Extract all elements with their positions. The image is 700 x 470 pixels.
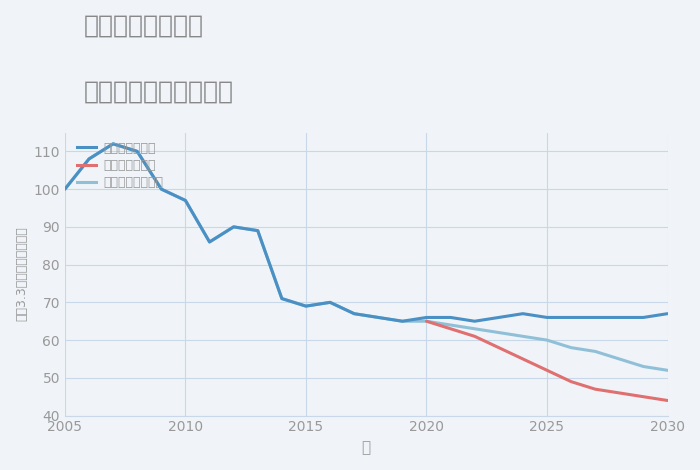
- ノーマルシナリオ: [109, 141, 118, 147]
- ノーマルシナリオ: [567, 345, 575, 351]
- バッドシナリオ: [422, 318, 430, 324]
- グッドシナリオ: [61, 186, 69, 192]
- ノーマルシナリオ: [447, 322, 455, 328]
- Text: 中古戸建ての価格推移: 中古戸建ての価格推移: [84, 80, 234, 104]
- グッドシナリオ: [350, 311, 358, 316]
- ノーマルシナリオ: [374, 314, 382, 320]
- グッドシナリオ: [109, 141, 118, 147]
- Line: グッドシナリオ: グッドシナリオ: [65, 144, 668, 321]
- バッドシナリオ: [495, 345, 503, 351]
- ノーマルシナリオ: [350, 311, 358, 316]
- グッドシナリオ: [157, 186, 165, 192]
- X-axis label: 年: 年: [362, 440, 371, 455]
- Line: ノーマルシナリオ: ノーマルシナリオ: [65, 144, 668, 370]
- バッドシナリオ: [615, 390, 624, 396]
- ノーマルシナリオ: [615, 356, 624, 362]
- グッドシナリオ: [398, 318, 407, 324]
- グッドシナリオ: [591, 314, 599, 320]
- ノーマルシナリオ: [542, 337, 551, 343]
- ノーマルシナリオ: [181, 197, 190, 203]
- グッドシナリオ: [230, 224, 238, 230]
- ノーマルシナリオ: [591, 349, 599, 354]
- ノーマルシナリオ: [253, 228, 262, 234]
- バッドシナリオ: [519, 356, 527, 362]
- ノーマルシナリオ: [664, 368, 672, 373]
- Legend: グッドシナリオ, バッドシナリオ, ノーマルシナリオ: グッドシナリオ, バッドシナリオ, ノーマルシナリオ: [77, 141, 163, 189]
- グッドシナリオ: [278, 296, 286, 301]
- ノーマルシナリオ: [133, 149, 141, 154]
- ノーマルシナリオ: [278, 296, 286, 301]
- ノーマルシナリオ: [302, 303, 310, 309]
- バッドシナリオ: [591, 386, 599, 392]
- Text: 岐阜県関市板取の: 岐阜県関市板取の: [84, 14, 204, 38]
- ノーマルシナリオ: [470, 326, 479, 332]
- ノーマルシナリオ: [326, 299, 335, 305]
- グッドシナリオ: [205, 239, 214, 245]
- ノーマルシナリオ: [519, 334, 527, 339]
- Y-axis label: 坪（3.3㎡）単価（万円）: 坪（3.3㎡）単価（万円）: [15, 227, 28, 321]
- グッドシナリオ: [519, 311, 527, 316]
- グッドシナリオ: [495, 314, 503, 320]
- グッドシナリオ: [422, 314, 430, 320]
- バッドシナリオ: [542, 368, 551, 373]
- グッドシナリオ: [615, 314, 624, 320]
- グッドシナリオ: [664, 311, 672, 316]
- ノーマルシナリオ: [230, 224, 238, 230]
- バッドシナリオ: [447, 326, 455, 332]
- Line: バッドシナリオ: バッドシナリオ: [426, 321, 668, 400]
- ノーマルシナリオ: [639, 364, 648, 369]
- バッドシナリオ: [664, 398, 672, 403]
- ノーマルシナリオ: [495, 330, 503, 336]
- グッドシナリオ: [326, 299, 335, 305]
- ノーマルシナリオ: [205, 239, 214, 245]
- ノーマルシナリオ: [422, 318, 430, 324]
- ノーマルシナリオ: [398, 318, 407, 324]
- バッドシナリオ: [470, 334, 479, 339]
- ノーマルシナリオ: [157, 186, 165, 192]
- バッドシナリオ: [639, 394, 648, 399]
- グッドシナリオ: [567, 314, 575, 320]
- グッドシナリオ: [542, 314, 551, 320]
- グッドシナリオ: [639, 314, 648, 320]
- グッドシナリオ: [133, 149, 141, 154]
- ノーマルシナリオ: [61, 186, 69, 192]
- ノーマルシナリオ: [85, 156, 93, 162]
- グッドシナリオ: [302, 303, 310, 309]
- グッドシナリオ: [85, 156, 93, 162]
- グッドシナリオ: [470, 318, 479, 324]
- グッドシナリオ: [447, 314, 455, 320]
- グッドシナリオ: [253, 228, 262, 234]
- バッドシナリオ: [567, 379, 575, 384]
- グッドシナリオ: [181, 197, 190, 203]
- グッドシナリオ: [374, 314, 382, 320]
